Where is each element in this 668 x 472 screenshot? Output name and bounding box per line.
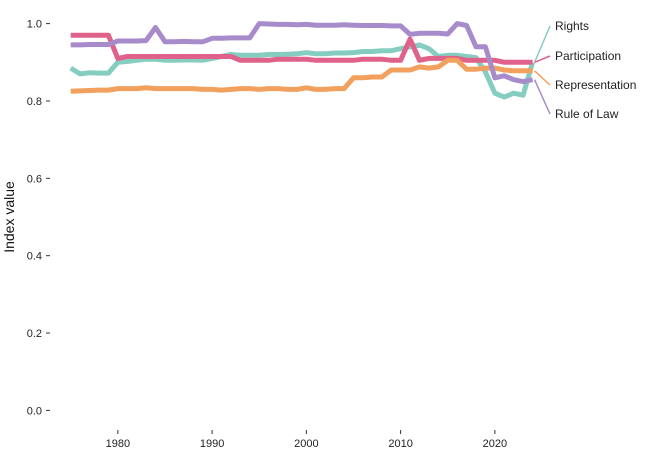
series-label-representation: Representation <box>555 78 636 92</box>
series-direct-labels: Rights Participation Representation Rule of… <box>533 19 636 121</box>
series-label-participation: Participation <box>555 49 621 63</box>
y-tick-label: 0.4 <box>27 251 42 263</box>
y-axis-title: Index value <box>1 181 17 253</box>
series-label-rule-of-law: Rule of Law <box>555 107 619 121</box>
x-tick-label: 2010 <box>388 438 412 450</box>
x-tick-label: 2020 <box>483 438 507 450</box>
y-axis: 0.0 0.2 0.4 0.6 0.8 1.0 <box>27 19 50 417</box>
label-connector <box>533 25 551 63</box>
y-tick-label: 0.0 <box>27 405 42 417</box>
label-connector <box>534 55 551 63</box>
label-connector <box>534 70 551 86</box>
y-tick-label: 0.8 <box>27 96 42 108</box>
x-axis: 1980 1990 2000 2010 2020 <box>106 430 507 450</box>
series-line-representation <box>70 57 533 94</box>
y-tick-label: 1.0 <box>27 19 42 31</box>
x-tick-label: 1980 <box>106 438 130 450</box>
y-tick-label: 0.6 <box>27 173 42 185</box>
x-tick-label: 2000 <box>294 438 318 450</box>
x-tick-label: 1990 <box>200 438 224 450</box>
series-lines <box>69 21 536 100</box>
label-connector <box>533 79 551 115</box>
series-label-rights: Rights <box>555 19 589 33</box>
series-line-rights <box>69 42 536 100</box>
y-tick-label: 0.2 <box>27 328 42 340</box>
series-line-rule-of-law <box>70 21 534 85</box>
